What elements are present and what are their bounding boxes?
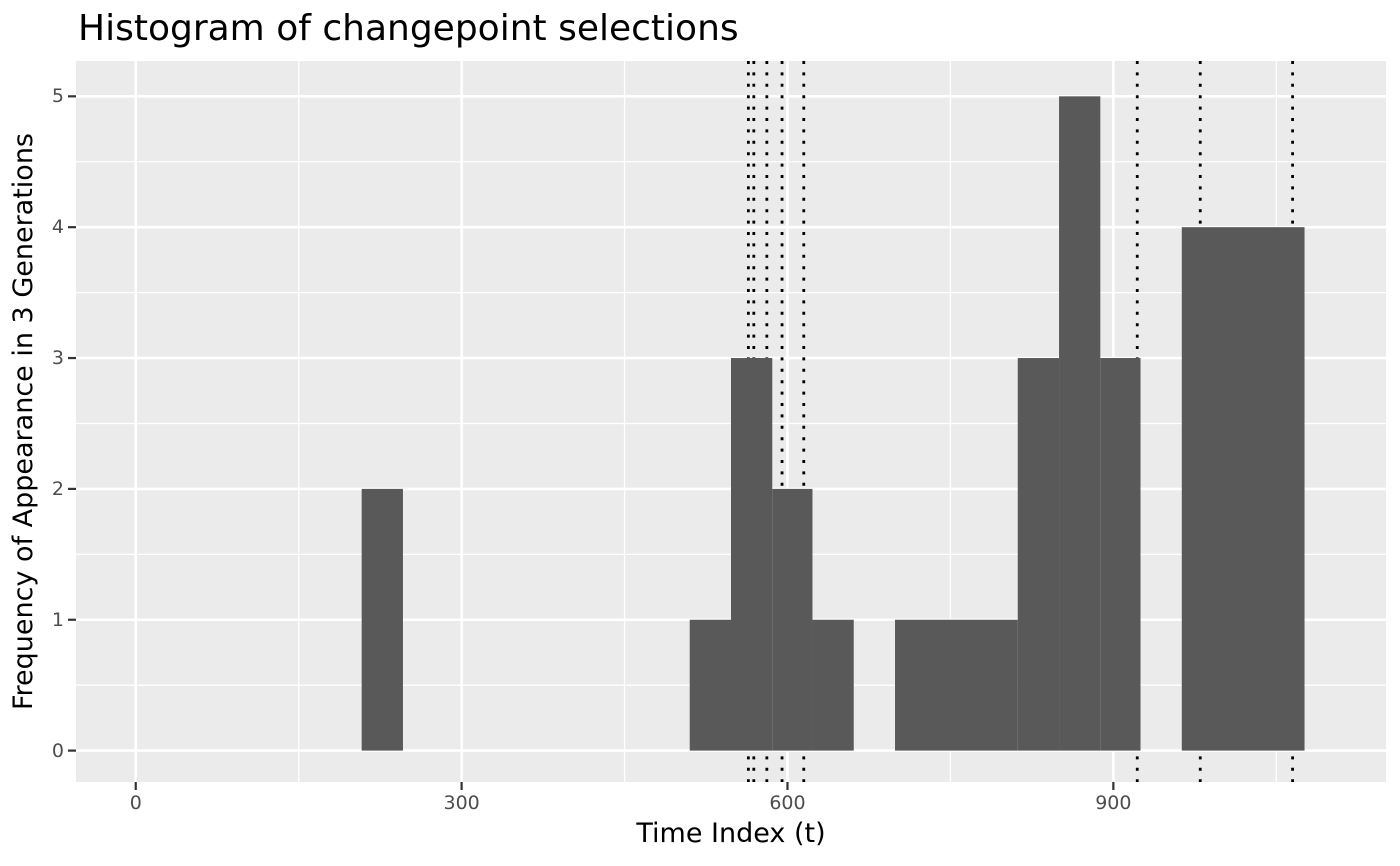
histogram-bar xyxy=(772,488,813,751)
chart-title: Histogram of changepoint selections xyxy=(78,8,739,49)
histogram-bar xyxy=(731,358,773,751)
x-tick-label: 0 xyxy=(129,792,142,814)
histogram-bar xyxy=(1181,227,1305,751)
histogram-bar xyxy=(361,488,403,751)
x-tick-label: 600 xyxy=(769,792,806,814)
histogram-bar xyxy=(1100,358,1141,751)
y-axis-title-wrap: Frequency of Appearance in 3 Generations xyxy=(2,61,46,782)
y-tick-label: 1 xyxy=(51,608,64,631)
histogram-bar xyxy=(895,619,1018,751)
axis-ticks xyxy=(68,95,1115,790)
histogram-bar xyxy=(689,619,731,751)
x-tick-label: 900 xyxy=(1095,792,1132,814)
x-tick-label: 300 xyxy=(443,792,480,814)
y-tick-label: 5 xyxy=(51,85,64,108)
histogram-bar xyxy=(812,619,854,751)
y-tick-label: 3 xyxy=(51,347,64,370)
histogram-bar xyxy=(1017,358,1060,751)
plot-panel xyxy=(68,61,1386,790)
histogram-bar xyxy=(1059,96,1101,751)
x-axis-title: Time Index (t) xyxy=(636,818,826,849)
histogram-bars xyxy=(361,96,1305,751)
y-tick-label: 0 xyxy=(51,739,64,762)
y-tick-label: 4 xyxy=(51,216,64,239)
y-tick-label: 2 xyxy=(51,477,64,500)
